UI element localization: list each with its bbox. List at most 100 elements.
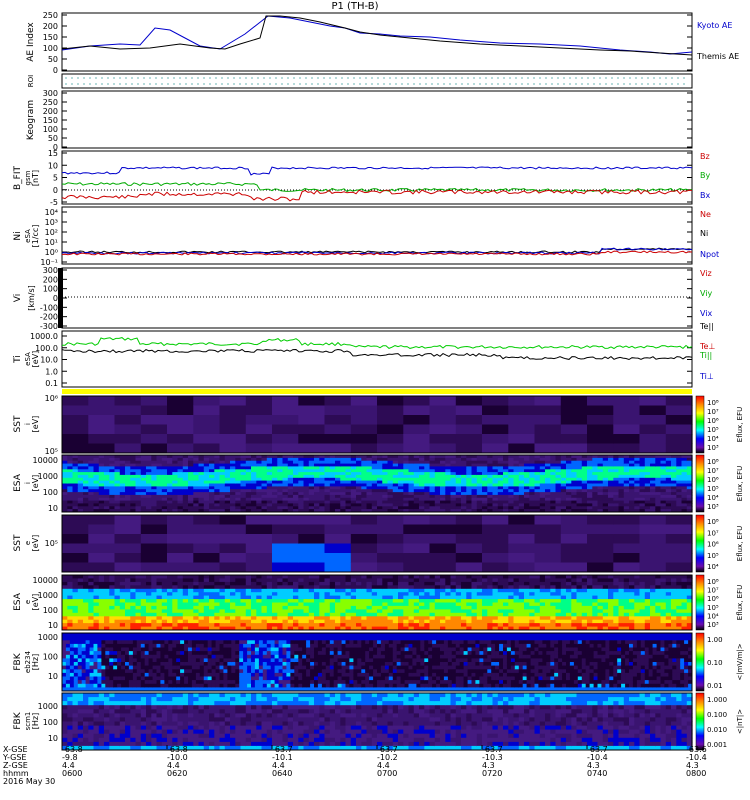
bfield-tick: 15: [48, 149, 58, 158]
x-tick-z: 4.4: [62, 761, 75, 770]
esa_i-cbar-tick: 10⁵: [707, 485, 719, 493]
temp-tick: 10.0: [40, 356, 58, 365]
legend-themis-ae: Themis AE: [696, 52, 739, 61]
bx-line: [61, 166, 693, 176]
keogram-tick: 0: [53, 143, 58, 152]
sst_e-cbar-tick: 10⁵: [707, 552, 719, 560]
legend-te-perp: Te⊥: [699, 342, 715, 351]
legend-bz: Bz: [700, 152, 710, 161]
x-tick-t: 0640: [272, 769, 292, 778]
legend-bx: Bx: [700, 191, 710, 200]
esa_i-cbar-tick: 10³: [707, 503, 719, 511]
esa_i-sub: i: [24, 482, 32, 484]
x-tick-z: 4.3: [482, 761, 495, 770]
sst_e-cbar-tick: 10⁴: [707, 563, 719, 571]
panel-roi: ROI: [27, 73, 693, 89]
spectrogram-fbk-e: [61, 632, 693, 692]
spectrogram-sst-ion: [61, 395, 693, 454]
ne-line: [61, 250, 693, 256]
bfield-tick: -5: [50, 198, 58, 207]
velocity-unit: [km/s]: [27, 285, 36, 311]
ae-tick: 50: [48, 55, 58, 64]
keogram-tick: 50: [48, 134, 58, 143]
esa_i-tick: 100: [43, 488, 58, 497]
mode-bar: [62, 389, 692, 394]
esa_i-cbar-tick: 10⁷: [707, 467, 719, 475]
keogram-tick: 150: [43, 116, 58, 125]
x-tick-y: -10.3: [482, 753, 503, 762]
sst_e-cbar-tick: 10⁶: [707, 541, 719, 549]
x-row-label: Z-GSE: [3, 761, 28, 770]
density-tick: 10⁻¹: [40, 258, 58, 267]
fbk_e-cbar-tick: 0.10: [707, 659, 723, 667]
legend-kyoto-ae: Kyoto AE: [697, 21, 732, 30]
fbk_b-tick: 100: [43, 718, 58, 727]
sst_i-cbar-label: Eflux, EFU: [736, 407, 744, 442]
x-tick-y: -10.1: [272, 753, 293, 762]
x-tick-z: 4.4: [167, 761, 180, 770]
spectrogram-sst-electron: [61, 514, 693, 573]
legend-vix: Vix: [700, 309, 713, 318]
sst_i-sub: i: [24, 423, 32, 425]
ae-tick: 250: [43, 11, 58, 20]
temp-unit: [eV]: [31, 351, 40, 368]
x-tick-t: 0620: [167, 769, 187, 778]
sst_i-cbar-tick: 10⁵: [707, 426, 719, 434]
x-row-label: X-GSE: [3, 745, 28, 754]
spectrogram-fbk-b: [61, 692, 693, 751]
esa_i-tick: 10: [48, 504, 58, 513]
x-tick-y: -10.4: [587, 753, 608, 762]
roi-ylabel: ROI: [27, 75, 35, 87]
density-unit: [1/cc]: [31, 225, 40, 248]
legend-ni: Ni: [700, 229, 708, 238]
legend-ne: Ne: [700, 210, 711, 219]
sst_i-cbar-tick: 10⁴: [707, 435, 719, 443]
ae-tick: 200: [43, 22, 58, 31]
fbk_b-sub: scm1: [24, 712, 32, 731]
x-tick-t: 0740: [587, 769, 607, 778]
density-tick: 10¹: [45, 238, 58, 247]
velocity-tick: -300: [40, 322, 58, 331]
esa_i-tick: 10000: [33, 456, 58, 465]
sst_i-ylabel: SST: [13, 415, 23, 432]
x-tick-y: -10.2: [377, 753, 398, 762]
x-tick-y: -9.8: [62, 753, 78, 762]
ni-line: [61, 247, 693, 254]
x-tick-z: 4.4: [377, 761, 390, 770]
legend-by: By: [700, 171, 710, 180]
fbk_b-cbar-tick: 0.010: [707, 726, 727, 734]
ae-ylabel: AE Index: [26, 22, 36, 62]
ae-tick: 100: [43, 44, 58, 53]
density-tick: 10³: [45, 218, 58, 227]
panel-ae: AE Index 250 200 150 100 50 0 Kyoto AE Themis…: [26, 11, 739, 75]
kyoto-ae-line: [61, 15, 693, 55]
ti-par-line: [61, 337, 693, 350]
velocity-tick: 0: [53, 294, 58, 303]
x-tick-x: -63.8: [167, 745, 188, 754]
x-row-label: hhmm: [3, 769, 29, 778]
sst_e-cbar-label: Eflux, EFU: [736, 526, 744, 561]
temp-tick: 100.0: [35, 344, 58, 353]
legend-viy: Viy: [700, 289, 713, 298]
density-sub: eSA: [24, 229, 32, 243]
fbk_e-sub: eb234: [24, 650, 32, 673]
esa_e-cbar-tick: 10⁸: [707, 578, 719, 586]
velocity-tick: 100: [43, 285, 58, 294]
velocity-tick: -100: [40, 303, 58, 312]
bfield-tick: 0: [53, 186, 58, 195]
esa_e-unit: [eV]: [31, 594, 40, 611]
esa_e-tick: 100: [43, 606, 58, 615]
x-tick-x: -63.7: [587, 745, 608, 754]
fbk_e-cbar-tick: 1.00: [707, 636, 723, 644]
fbk_e-cbar-label: <|mV/m|>: [736, 643, 744, 680]
bfield-ylabel: B_FIT: [13, 166, 23, 191]
temp-sub: eSA: [24, 352, 32, 366]
legend-npot: Npot: [700, 250, 719, 259]
esa_i-cbar-tick: 10⁴: [707, 494, 719, 502]
